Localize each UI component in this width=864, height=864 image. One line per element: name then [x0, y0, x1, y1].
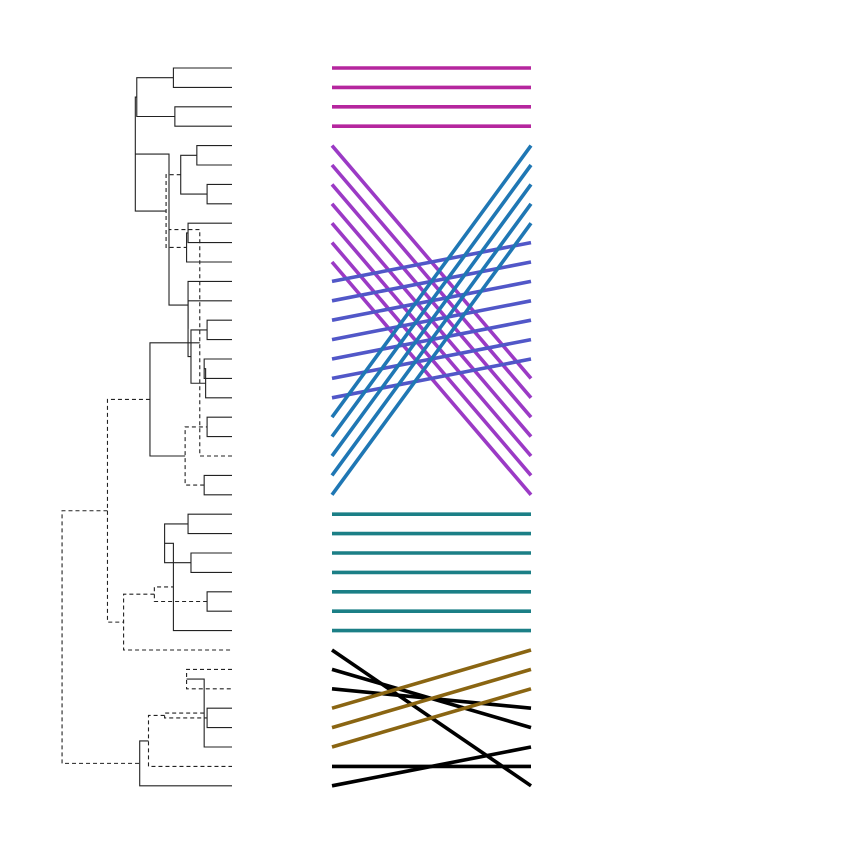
- left-merge-21: [184, 426, 208, 486]
- left-merge-23: [187, 513, 232, 535]
- left-merge-26: [206, 591, 232, 612]
- left-merge-16: [187, 280, 232, 329]
- connecting-lines: [330, 66, 533, 788]
- left-merge-18: [203, 474, 232, 496]
- link-line: [330, 222, 533, 496]
- left-merge-20: [169, 229, 232, 457]
- left-merge-7: [187, 222, 232, 244]
- link-line: [330, 144, 533, 419]
- left-merge-34: [164, 712, 208, 719]
- left-merge-30: [106, 398, 150, 623]
- left-merge-11: [206, 319, 232, 341]
- link-line: [330, 163, 533, 438]
- link-line: [330, 183, 533, 458]
- left-merge-8: [186, 232, 232, 263]
- left-merge-37: [61, 510, 140, 764]
- left-merge-28: [153, 586, 208, 603]
- left-dendrogram: [61, 67, 232, 787]
- left-merge-36: [139, 740, 232, 787]
- left-merge-13: [204, 368, 232, 399]
- link-line: [331, 745, 532, 788]
- left-merge-17: [135, 153, 189, 306]
- link-line: [331, 667, 532, 730]
- left-merge-4: [196, 145, 232, 166]
- link-line: [330, 202, 533, 477]
- left-merge-15: [187, 300, 232, 358]
- link-line: [331, 648, 532, 710]
- left-merge-22: [149, 342, 200, 457]
- left-merge-5: [206, 183, 232, 205]
- left-merge-12: [203, 358, 232, 379]
- left-merge-3: [136, 77, 175, 118]
- left-merge-27: [164, 542, 232, 632]
- link-line: [331, 687, 532, 749]
- left-merge-2: [174, 106, 232, 127]
- left-merge-32: [206, 707, 232, 729]
- left-merge-24: [190, 552, 232, 573]
- left-merge-1: [172, 67, 232, 88]
- left-merge-6: [180, 154, 208, 195]
- left-merge-29: [123, 593, 232, 651]
- left-merge-19: [206, 416, 232, 438]
- left-merge-35: [147, 714, 232, 767]
- left-merge-31: [186, 668, 232, 690]
